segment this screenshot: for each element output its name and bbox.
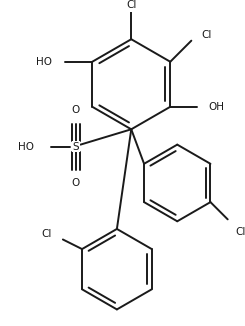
Text: OH: OH (208, 102, 225, 112)
Text: Cl: Cl (235, 227, 245, 237)
Text: S: S (72, 141, 79, 152)
Text: HO: HO (36, 57, 52, 67)
Text: Cl: Cl (201, 30, 211, 40)
Text: HO: HO (18, 141, 34, 152)
Text: Cl: Cl (41, 229, 51, 239)
Text: O: O (72, 105, 80, 115)
Text: O: O (72, 178, 80, 188)
Text: Cl: Cl (126, 0, 136, 10)
